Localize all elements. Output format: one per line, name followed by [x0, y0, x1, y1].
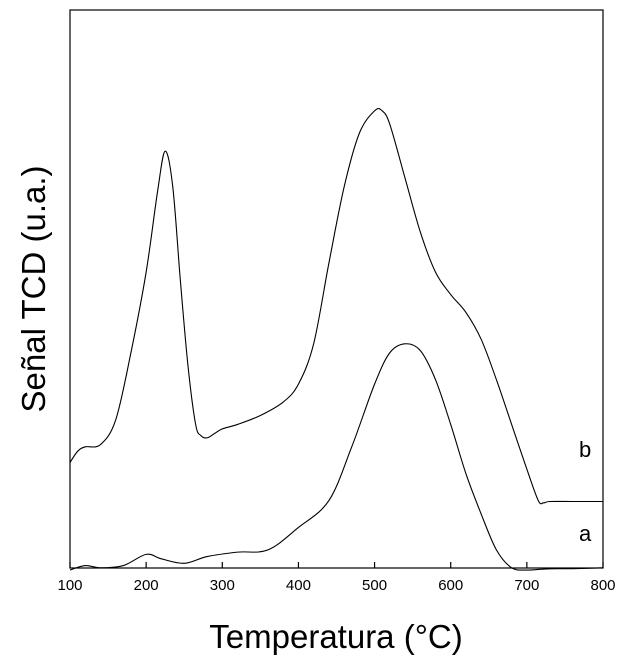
- x-tick-label: 700: [514, 577, 539, 594]
- series-label-b: b: [579, 437, 591, 462]
- y-axis-title: Señal TCD (u.a.): [15, 166, 52, 413]
- x-tick-label: 200: [134, 577, 159, 594]
- series-line-a: [69, 343, 604, 571]
- x-tick-label: 300: [210, 577, 235, 594]
- x-tick-label: 800: [590, 577, 615, 594]
- x-axis-title: Temperatura (°C): [209, 618, 462, 655]
- series-label-a: a: [579, 521, 592, 546]
- x-tick-label: 500: [362, 577, 387, 594]
- plot-frame: [69, 9, 604, 569]
- series-line-b: [69, 108, 603, 505]
- x-axis-ticks: 100 200 300 400 500 600 700 800: [57, 562, 616, 594]
- x-tick-label: 100: [57, 577, 82, 594]
- series-layer: [69, 108, 604, 571]
- x-tick-label: 400: [286, 577, 311, 594]
- x-tick-label: 600: [438, 577, 463, 594]
